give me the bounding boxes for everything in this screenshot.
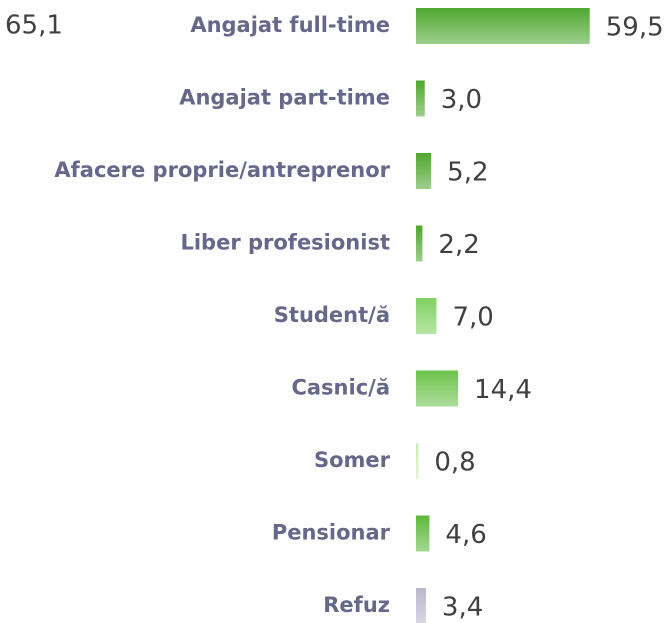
value-label: 59,5 [606, 13, 664, 43]
category-label: Afacere proprie/antreprenor [54, 158, 390, 182]
category-label: Pensionar [272, 521, 391, 545]
bar [416, 370, 459, 407]
annotation: 65,1 [5, 11, 63, 41]
category-label: Refuz [323, 593, 390, 617]
value-label: 0,8 [434, 448, 475, 478]
bar [416, 8, 590, 44]
category-label: Angajat part-time [179, 86, 390, 110]
category-label: Somer [314, 448, 391, 472]
bar [416, 588, 426, 623]
category-label: Angajat full-time [190, 13, 390, 37]
bar [416, 153, 432, 189]
bar [416, 80, 425, 117]
bar [416, 225, 423, 262]
value-label: 3,4 [442, 593, 483, 623]
value-label: 7,0 [452, 303, 493, 333]
category-label: Casnic/ă [291, 376, 390, 400]
value-label: 2,2 [438, 230, 479, 260]
category-label: Liber profesionist [180, 231, 390, 255]
bar [416, 298, 437, 334]
category-label: Student/ă [274, 303, 390, 327]
value-label: 3,0 [441, 85, 482, 115]
bar [416, 443, 419, 479]
value-label: 4,6 [445, 520, 486, 550]
bar [416, 515, 430, 552]
value-label: 5,2 [447, 158, 488, 188]
value-label: 14,4 [474, 375, 532, 405]
